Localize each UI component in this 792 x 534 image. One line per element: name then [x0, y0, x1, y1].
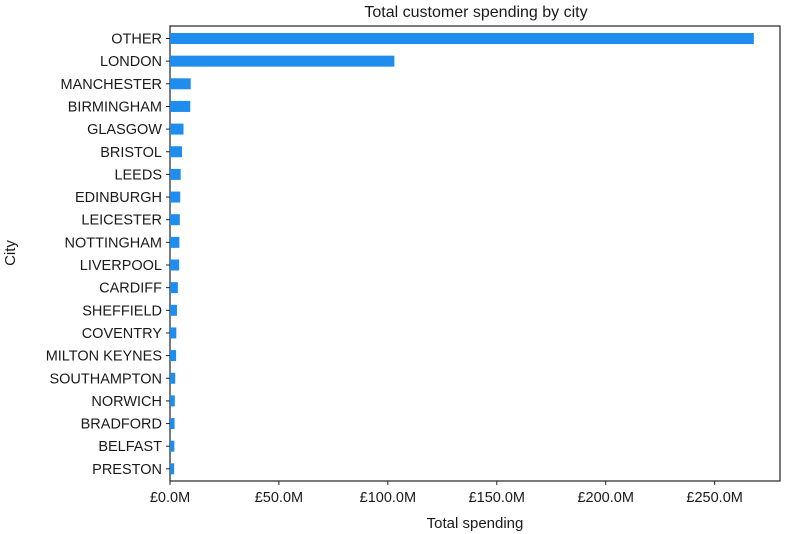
x-tick-label: £50.0M — [255, 490, 303, 506]
y-tick-label-sheffield: SHEFFIELD — [82, 303, 162, 319]
y-tick-label-bristol: BRISTOL — [100, 145, 162, 161]
bar-bradford — [170, 418, 175, 430]
bar-nottingham — [170, 236, 180, 248]
y-tick-label-liverpool: LIVERPOOL — [80, 258, 162, 274]
bar-birmingham — [170, 100, 191, 112]
y-tick-label-leeds: LEEDS — [114, 167, 162, 183]
y-axis-label: City — [2, 240, 19, 266]
bar-other — [170, 33, 754, 44]
y-tick-label-preston: PRESTON — [92, 462, 162, 478]
y-tick-label-edinburgh: EDINBURGH — [75, 190, 162, 206]
y-tick-label-leicester: LEICESTER — [81, 213, 162, 229]
y-tick-label-cardiff: CARDIFF — [99, 281, 162, 297]
y-tick-label-milton-keynes: MILTON KEYNES — [46, 349, 162, 365]
x-tick-label: £150.0M — [469, 490, 525, 506]
bar-norwich — [170, 395, 175, 407]
bar-leeds — [170, 168, 181, 180]
y-tick-label-southampton: SOUTHAMPTON — [49, 371, 162, 387]
bar-london — [170, 55, 395, 67]
y-tick-label-norwich: NORWICH — [91, 394, 162, 410]
bar-preston — [170, 463, 175, 475]
bar-liverpool — [170, 259, 180, 271]
y-tick-label-coventry: COVENTRY — [82, 326, 163, 342]
plot-frame — [169, 25, 781, 482]
chart-title: Total customer spending by city — [364, 4, 587, 21]
x-axis-label: Total spending — [427, 515, 524, 532]
x-ticks-group: £0.0M £50.0M £100.0M £150.0M £200.0M £250.0M — [150, 481, 743, 506]
y-tick-label-other: OTHER — [111, 32, 162, 48]
y-tick-label-nottingham: NOTTINGHAM — [65, 235, 162, 251]
bar-milton-keynes — [170, 350, 177, 362]
x-tick-label: £250.0M — [686, 490, 742, 506]
y-tick-label-london: LONDON — [100, 54, 162, 70]
y-tick-label-belfast: BELFAST — [98, 439, 162, 455]
bar-bristol — [170, 146, 182, 158]
y-tick-label-manchester: MANCHESTER — [60, 77, 162, 93]
bar-coventry — [170, 327, 177, 339]
bar-belfast — [170, 440, 175, 452]
bar-cardiff — [170, 282, 178, 294]
bar-leicester — [170, 214, 180, 226]
bar-southampton — [170, 372, 176, 384]
x-tick-label: £0.0M — [150, 490, 190, 506]
bar-sheffield — [170, 304, 177, 316]
y-tick-label-bradford: BRADFORD — [81, 417, 162, 433]
bar-manchester — [170, 78, 191, 90]
y-ticks-group: OTHER LONDON MANCHESTER BIRMINGHAM GLASGOW BR… — [46, 32, 170, 478]
y-tick-label-birmingham: BIRMINGHAM — [68, 99, 162, 115]
bar-edinburgh — [170, 191, 181, 203]
bar-glasgow — [170, 123, 184, 135]
x-tick-label: £200.0M — [577, 490, 633, 506]
bars-group — [170, 33, 754, 475]
x-tick-label: £100.0M — [360, 490, 416, 506]
y-tick-label-glasgow: GLASGOW — [87, 122, 162, 138]
